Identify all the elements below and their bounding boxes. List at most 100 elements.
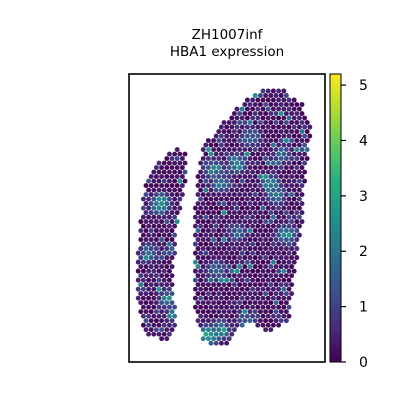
spot (283, 201, 289, 207)
spot (270, 268, 276, 274)
spot (140, 259, 146, 265)
spot (203, 151, 209, 157)
spot (216, 174, 222, 180)
spot (237, 201, 243, 207)
spot (242, 300, 248, 306)
spot (252, 264, 258, 270)
spot (200, 318, 206, 324)
spot (244, 223, 250, 229)
spot (229, 223, 235, 229)
spot (255, 232, 261, 238)
spot (307, 133, 313, 139)
spot (273, 174, 279, 180)
spot (198, 205, 204, 211)
spot (247, 165, 253, 171)
spot (276, 304, 282, 310)
spot (161, 205, 167, 211)
spot (250, 250, 256, 256)
spot (208, 214, 214, 220)
spot (138, 264, 144, 270)
spot (164, 300, 170, 306)
spot (289, 201, 295, 207)
spot (242, 129, 248, 134)
spot (276, 196, 282, 202)
spot (213, 142, 219, 148)
spot (231, 138, 237, 143)
spot (198, 160, 204, 166)
spot (174, 201, 180, 207)
spot (195, 300, 201, 306)
spot (234, 268, 240, 274)
spot (166, 268, 172, 274)
spot (252, 228, 258, 234)
spot (237, 120, 243, 125)
spot (140, 214, 146, 220)
spot (255, 97, 261, 103)
spot (203, 169, 209, 175)
spot (273, 156, 279, 161)
spot (161, 322, 167, 328)
spot (169, 219, 175, 225)
spot (255, 115, 261, 121)
spot (281, 88, 287, 94)
spot (286, 241, 292, 247)
spot (283, 93, 289, 98)
spot (250, 160, 256, 166)
spot (281, 295, 287, 301)
spot (224, 268, 230, 274)
spot (278, 237, 284, 243)
spot (216, 273, 222, 279)
spot (289, 228, 295, 234)
spot (146, 322, 152, 328)
spot (239, 142, 245, 148)
spot (283, 111, 289, 116)
spot (177, 151, 183, 157)
spot (169, 237, 175, 243)
spot (195, 210, 201, 216)
spot (146, 187, 152, 193)
spot (208, 331, 214, 337)
spot (260, 88, 266, 94)
spot (224, 232, 230, 238)
spot (276, 250, 282, 256)
spot (179, 156, 185, 161)
spot (156, 160, 162, 166)
spot (216, 291, 222, 297)
spot (192, 250, 198, 256)
spot (257, 102, 263, 107)
spot (224, 286, 230, 292)
spot (138, 300, 144, 306)
spot (151, 250, 157, 256)
spot (304, 138, 310, 143)
spot (198, 169, 204, 175)
spot (221, 219, 227, 225)
spot (244, 232, 250, 238)
spot (216, 318, 222, 324)
spot (200, 309, 206, 315)
spot (268, 264, 274, 270)
spot (263, 165, 269, 171)
spot (174, 183, 180, 189)
spot (237, 273, 243, 279)
spot (294, 255, 300, 261)
spot (260, 205, 266, 211)
spot (211, 273, 217, 279)
spot (286, 142, 292, 148)
spot (299, 192, 305, 198)
spot (283, 309, 289, 315)
spot (289, 255, 295, 261)
spot (239, 241, 245, 247)
spot (200, 165, 206, 171)
spot (260, 241, 266, 247)
spot (268, 156, 274, 161)
spot (231, 111, 237, 116)
spot (255, 304, 261, 310)
spot (247, 210, 253, 216)
spot (276, 286, 282, 292)
spot (276, 259, 282, 265)
colorbar-tick-label: 4 (359, 133, 368, 149)
spot (270, 295, 276, 301)
spot (250, 304, 256, 310)
spot (213, 322, 219, 328)
spot (192, 223, 198, 229)
